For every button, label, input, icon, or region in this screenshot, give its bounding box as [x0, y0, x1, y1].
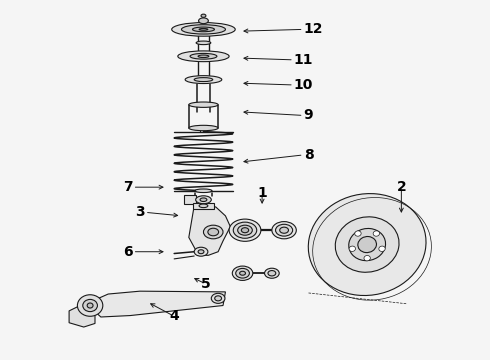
Text: 3: 3	[135, 205, 145, 219]
Text: 4: 4	[169, 309, 179, 323]
Text: 8: 8	[304, 148, 314, 162]
Ellipse shape	[272, 222, 296, 239]
Ellipse shape	[358, 237, 376, 253]
Text: 12: 12	[304, 22, 323, 36]
Text: 9: 9	[304, 108, 313, 122]
Text: 7: 7	[123, 180, 133, 194]
Ellipse shape	[198, 18, 208, 24]
Polygon shape	[184, 195, 196, 204]
Ellipse shape	[233, 222, 257, 238]
Ellipse shape	[199, 28, 208, 30]
Text: 1: 1	[257, 185, 267, 199]
Text: 10: 10	[294, 78, 313, 92]
Ellipse shape	[232, 266, 253, 280]
Polygon shape	[86, 291, 225, 317]
Ellipse shape	[211, 293, 225, 303]
Ellipse shape	[172, 23, 235, 36]
Ellipse shape	[215, 296, 221, 301]
Ellipse shape	[364, 256, 370, 261]
Ellipse shape	[189, 125, 218, 131]
Ellipse shape	[308, 194, 426, 296]
Ellipse shape	[83, 300, 98, 312]
Ellipse shape	[349, 246, 355, 251]
Ellipse shape	[335, 217, 399, 272]
Ellipse shape	[240, 271, 245, 275]
Ellipse shape	[268, 271, 276, 276]
Ellipse shape	[373, 231, 380, 236]
Ellipse shape	[190, 53, 217, 59]
Ellipse shape	[199, 204, 208, 208]
Ellipse shape	[355, 231, 361, 236]
Ellipse shape	[181, 25, 225, 34]
Ellipse shape	[189, 102, 218, 107]
Ellipse shape	[349, 229, 386, 261]
Ellipse shape	[275, 224, 293, 236]
Ellipse shape	[238, 225, 252, 235]
Text: 5: 5	[201, 277, 211, 291]
Ellipse shape	[229, 219, 261, 241]
Ellipse shape	[194, 78, 213, 82]
Ellipse shape	[198, 55, 209, 58]
Polygon shape	[193, 203, 214, 209]
Ellipse shape	[87, 303, 93, 308]
Ellipse shape	[203, 225, 223, 239]
Ellipse shape	[198, 250, 204, 254]
Ellipse shape	[236, 269, 249, 278]
Polygon shape	[189, 207, 230, 255]
Ellipse shape	[194, 247, 208, 256]
Ellipse shape	[178, 51, 229, 62]
Ellipse shape	[77, 295, 103, 316]
Ellipse shape	[195, 189, 212, 193]
Text: 6: 6	[123, 245, 133, 259]
Ellipse shape	[208, 228, 219, 236]
Text: 2: 2	[396, 180, 406, 194]
Ellipse shape	[280, 227, 289, 233]
Ellipse shape	[185, 76, 222, 84]
Ellipse shape	[200, 198, 207, 202]
Ellipse shape	[193, 27, 215, 32]
Ellipse shape	[242, 228, 248, 233]
Ellipse shape	[265, 268, 279, 278]
Ellipse shape	[379, 246, 385, 251]
Ellipse shape	[196, 196, 211, 204]
Text: 11: 11	[294, 53, 314, 67]
Ellipse shape	[196, 41, 211, 45]
Polygon shape	[69, 304, 95, 327]
Ellipse shape	[201, 14, 206, 17]
